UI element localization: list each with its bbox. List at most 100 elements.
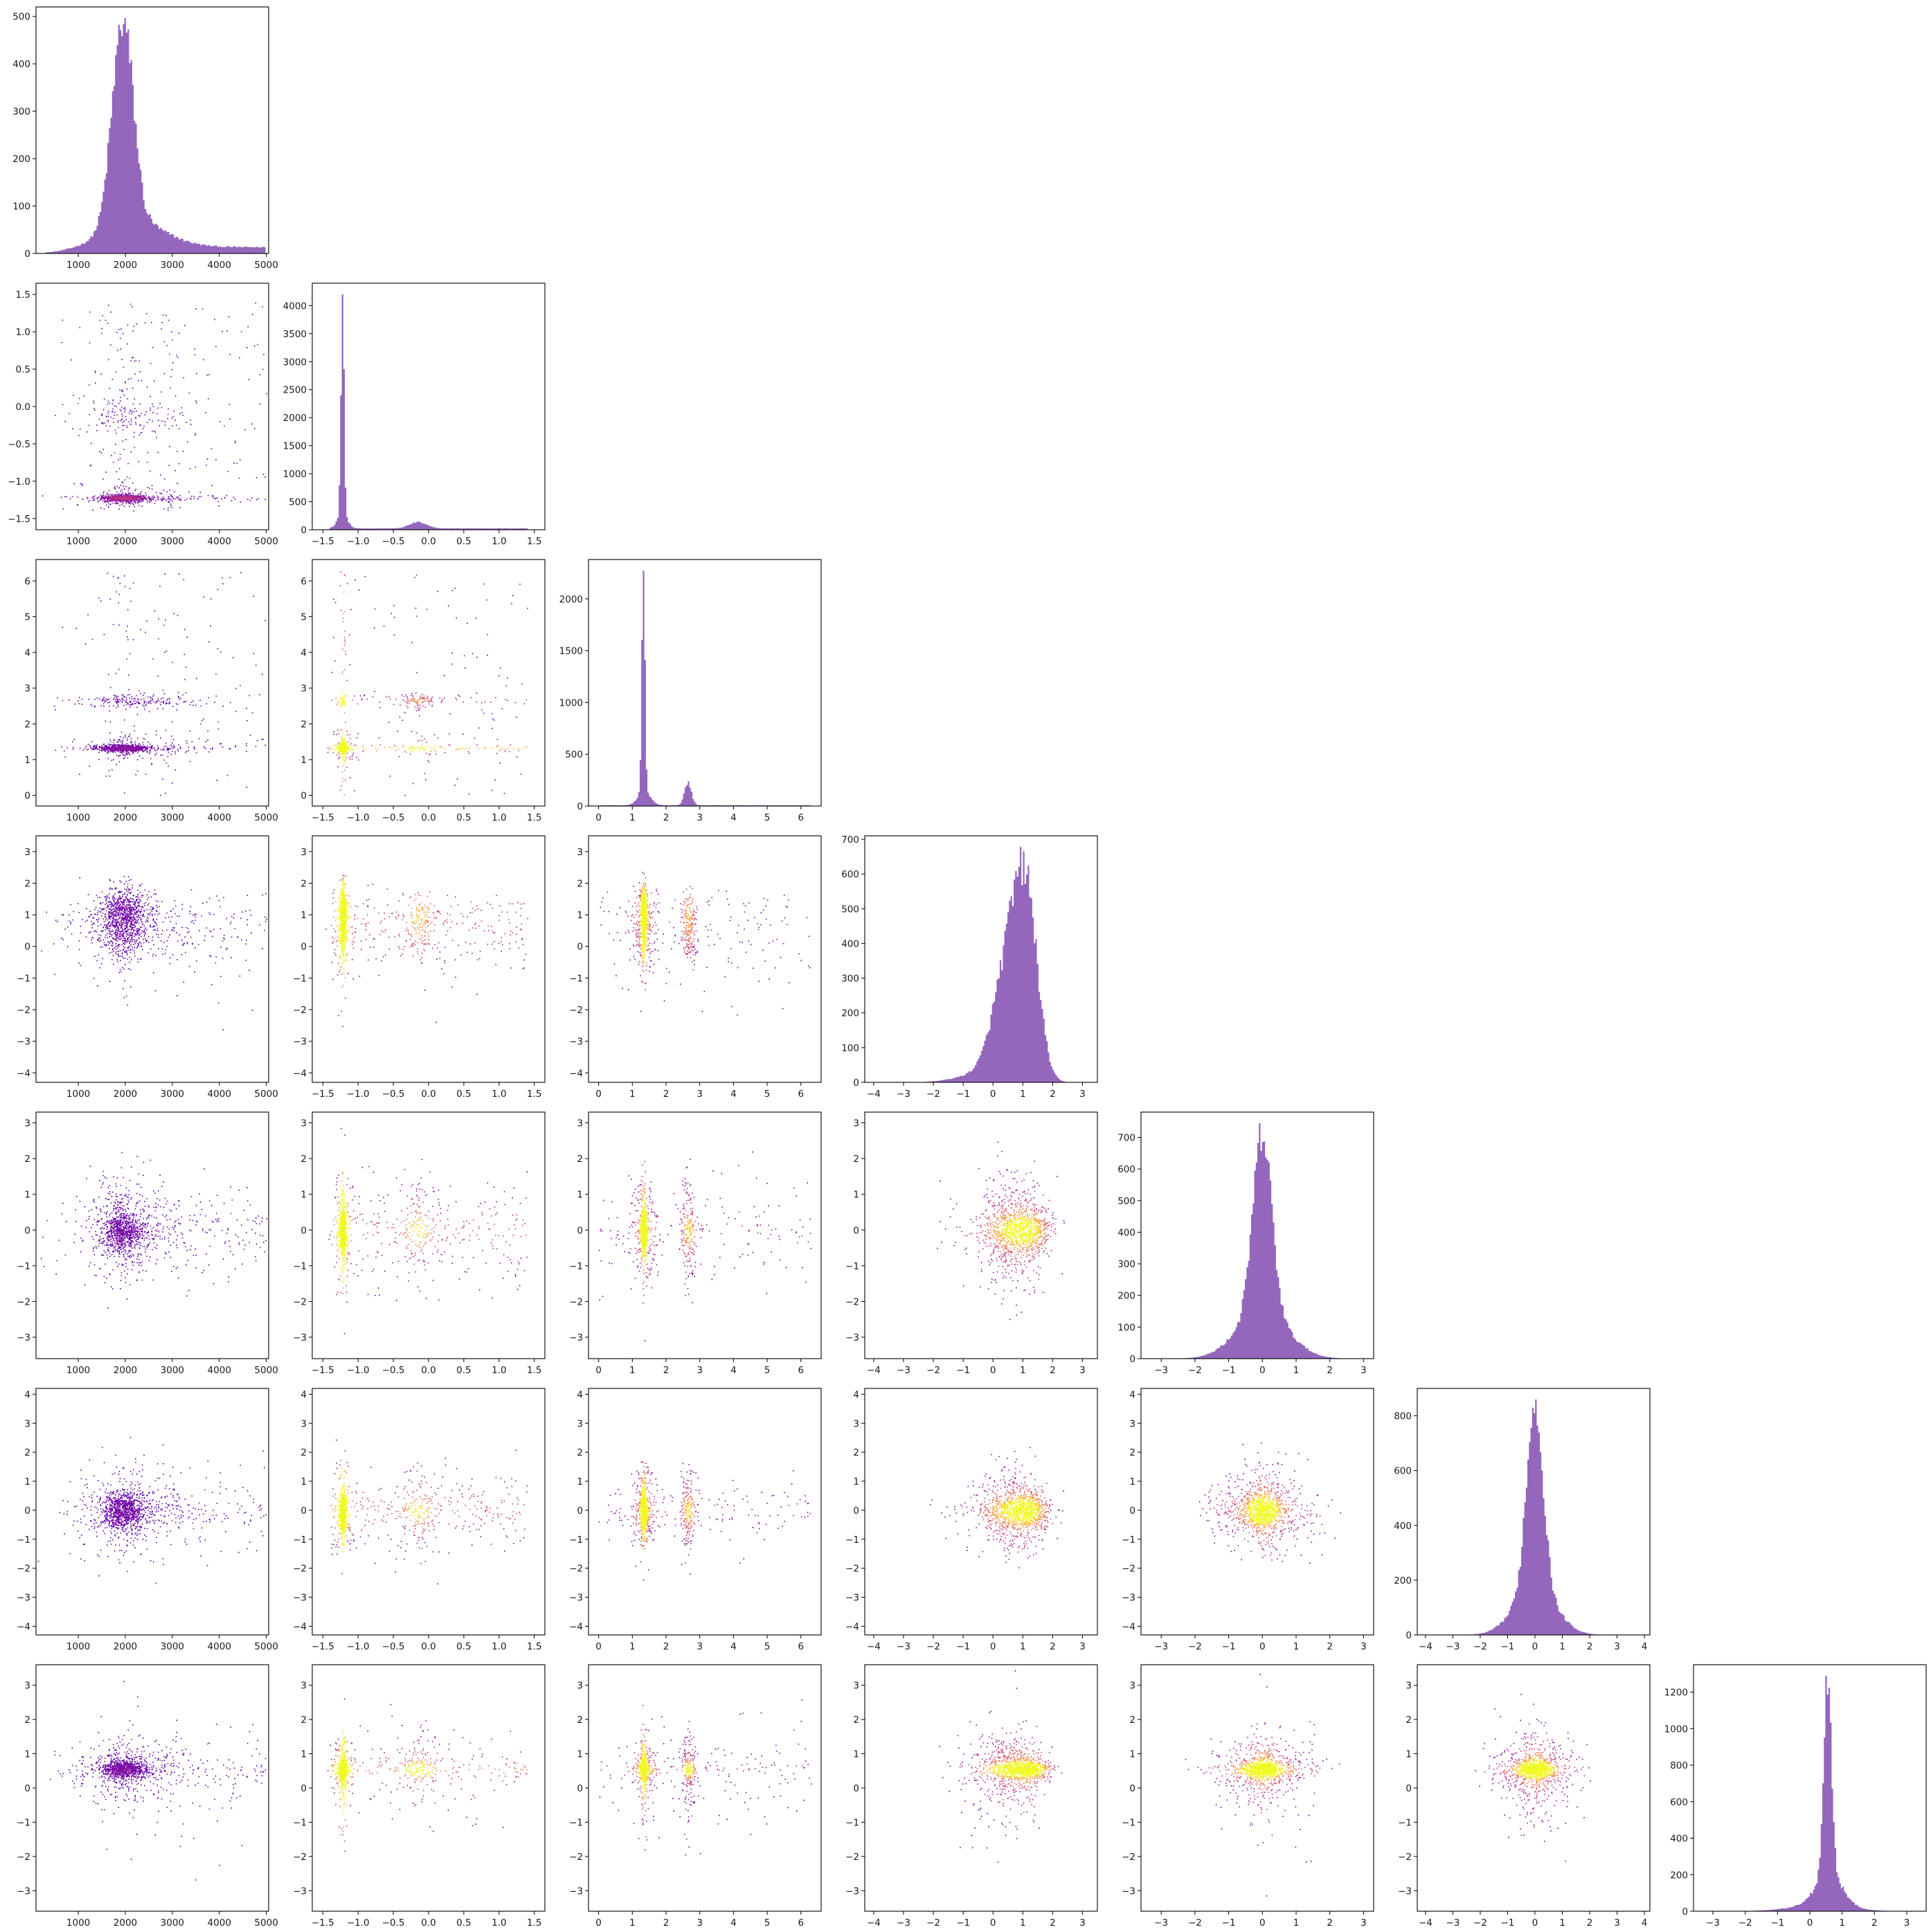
scatter-points <box>615 1493 616 1494</box>
scatter-points <box>346 757 348 758</box>
scatter-points <box>646 1215 647 1217</box>
scatter-points <box>639 1231 641 1232</box>
scatter-points <box>414 577 417 609</box>
scatter-points <box>515 941 517 942</box>
scatter-points <box>640 891 692 954</box>
scatter-points <box>681 931 683 933</box>
scatter-points <box>406 1509 408 1510</box>
scatter-points <box>649 1766 674 1791</box>
scatter-points <box>1236 1528 1238 1530</box>
scatter-points <box>487 943 489 945</box>
scatter-points <box>647 938 649 940</box>
scatter-points <box>613 898 728 952</box>
scatter-points <box>690 1247 692 1249</box>
scatter-points <box>375 1294 380 1296</box>
scatter-points <box>120 1768 128 1772</box>
scatter-points <box>692 1771 694 1773</box>
scatter-points <box>687 1218 811 1289</box>
scatter-points <box>982 1483 984 1485</box>
scatter-points <box>352 1481 463 1535</box>
scatter-points <box>643 1745 649 1787</box>
y-tick-label: 200 <box>841 1008 859 1019</box>
y-tick-label: 0.5 <box>16 364 30 375</box>
scatter-points <box>421 929 422 931</box>
scatter-points <box>114 1762 142 1778</box>
y-tick-label: 3 <box>1129 1418 1135 1429</box>
scatter-points <box>650 1756 652 1758</box>
y-tick-label: 3 <box>300 1418 307 1429</box>
scatter-points <box>640 930 690 967</box>
scatter-points <box>622 987 623 990</box>
y-tick-label: 0 <box>853 1505 859 1517</box>
scatter-points <box>637 1237 638 1239</box>
scatter-points <box>781 1775 783 1776</box>
scatter-points <box>647 1508 649 1509</box>
scatter-points <box>641 1538 643 1540</box>
scatter-points <box>682 1214 694 1224</box>
scatter-points <box>332 1769 333 1771</box>
scatter-points <box>1063 1219 1065 1222</box>
scatter-points <box>978 1256 979 1258</box>
scatter-points <box>688 1252 690 1253</box>
x-tick-label: −1.0 <box>347 1641 370 1652</box>
scatter-points <box>421 952 423 954</box>
scatter-points <box>435 750 436 751</box>
x-tick-label: −4 <box>1419 1641 1432 1652</box>
scatter-points <box>739 1562 741 1564</box>
scatter-points <box>1027 1277 1029 1279</box>
scatter-points <box>688 907 690 909</box>
scatter-points <box>1004 1220 1013 1227</box>
scatter-points <box>458 1776 460 1778</box>
scatter-points <box>636 944 638 945</box>
scatter-points <box>372 1210 527 1256</box>
scatter-points <box>690 1199 692 1201</box>
scatter-points <box>994 1484 999 1487</box>
scatter-points <box>1246 1492 1257 1501</box>
scatter-points <box>415 1244 417 1246</box>
scatter-points <box>415 1511 417 1512</box>
scatter-points <box>1007 1527 1009 1528</box>
y-tick-label: 1500 <box>559 646 583 657</box>
scatter-points <box>346 940 348 942</box>
scatter-points <box>121 1508 127 1514</box>
scatter-points <box>1248 1494 1250 1495</box>
axes-frame <box>588 1664 822 1912</box>
scatter-points <box>380 1500 382 1501</box>
scatter-points <box>1265 1544 1266 1546</box>
scatter-points <box>336 1471 349 1553</box>
scatter-points <box>1275 1524 1277 1526</box>
scatter-points <box>411 1505 413 1507</box>
scatter-points <box>979 1225 981 1226</box>
scatter-points <box>333 1219 334 1221</box>
scatter-points <box>609 1539 765 1541</box>
scatter-points <box>647 1252 649 1253</box>
scatter-points <box>332 1488 334 1490</box>
x-tick-label: −0.5 <box>382 812 405 823</box>
scatter-points <box>1016 1524 1018 1526</box>
scatter-points <box>640 955 642 957</box>
scatter-points <box>638 1231 640 1233</box>
scatter-points <box>352 931 385 949</box>
scatter-points <box>417 1462 419 1464</box>
scatter-points <box>116 1766 127 1771</box>
scatter-points <box>690 1258 691 1259</box>
scatter-points <box>685 1521 688 1523</box>
scatter-points <box>639 933 688 964</box>
x-tick-label: 0.5 <box>456 1089 471 1100</box>
scatter-points <box>996 1494 998 1496</box>
scatter-points <box>413 1525 415 1527</box>
scatter-points <box>686 927 688 929</box>
scatter-points <box>640 975 641 976</box>
scatter-points <box>1025 1266 1027 1268</box>
scatter-points <box>1285 1501 1286 1502</box>
scatter-points <box>422 1201 447 1242</box>
x-tick-label: −4 <box>867 1641 881 1652</box>
scatter-points <box>336 692 417 735</box>
scatter-points <box>435 1768 436 1770</box>
scatter-points <box>408 1490 453 1512</box>
scatter-points <box>483 1491 485 1492</box>
scatter-points <box>752 1151 753 1153</box>
scatter-points <box>422 1777 424 1778</box>
scatter-points <box>406 1785 408 1787</box>
